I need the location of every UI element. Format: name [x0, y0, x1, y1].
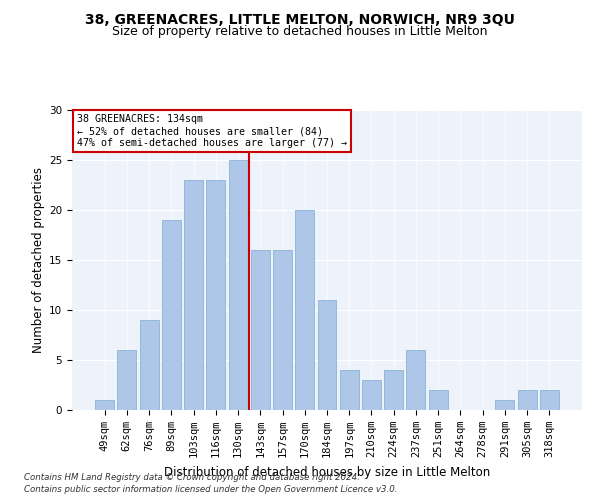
- Text: Contains public sector information licensed under the Open Government Licence v3: Contains public sector information licen…: [24, 485, 398, 494]
- Bar: [95, 400, 114, 410]
- Bar: [162, 220, 181, 410]
- Text: Size of property relative to detached houses in Little Melton: Size of property relative to detached ho…: [112, 25, 488, 38]
- Bar: [273, 250, 292, 410]
- Bar: [206, 180, 225, 410]
- Bar: [406, 350, 425, 410]
- Bar: [384, 370, 403, 410]
- Bar: [118, 350, 136, 410]
- Bar: [340, 370, 359, 410]
- Bar: [518, 390, 536, 410]
- Text: 38 GREENACRES: 134sqm
← 52% of detached houses are smaller (84)
47% of semi-deta: 38 GREENACRES: 134sqm ← 52% of detached …: [77, 114, 347, 148]
- Bar: [251, 250, 270, 410]
- Text: 38, GREENACRES, LITTLE MELTON, NORWICH, NR9 3QU: 38, GREENACRES, LITTLE MELTON, NORWICH, …: [85, 12, 515, 26]
- Bar: [429, 390, 448, 410]
- Bar: [295, 210, 314, 410]
- Bar: [540, 390, 559, 410]
- Y-axis label: Number of detached properties: Number of detached properties: [32, 167, 45, 353]
- Bar: [317, 300, 337, 410]
- Bar: [140, 320, 158, 410]
- Bar: [229, 160, 248, 410]
- Bar: [184, 180, 203, 410]
- Text: Contains HM Land Registry data © Crown copyright and database right 2024.: Contains HM Land Registry data © Crown c…: [24, 472, 360, 482]
- X-axis label: Distribution of detached houses by size in Little Melton: Distribution of detached houses by size …: [164, 466, 490, 478]
- Bar: [362, 380, 381, 410]
- Bar: [496, 400, 514, 410]
